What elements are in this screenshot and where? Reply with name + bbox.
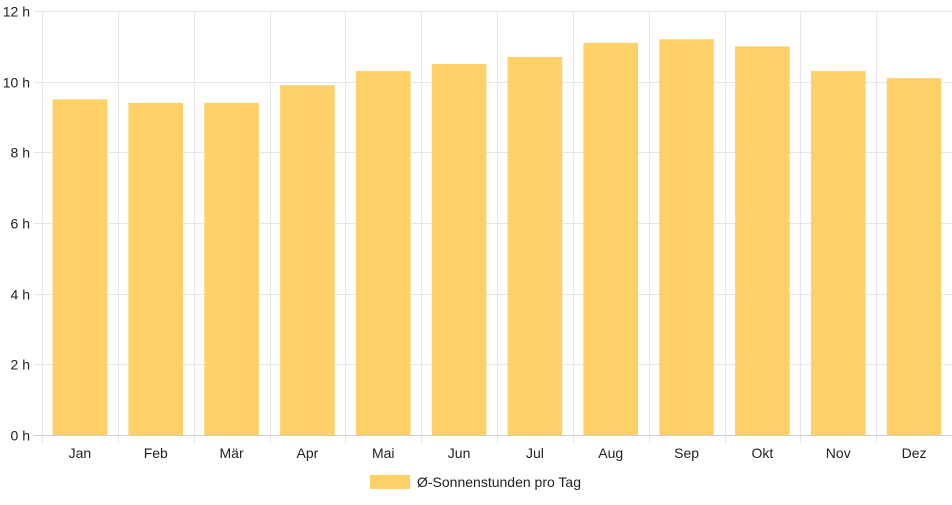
x-tick-label: Jul: [526, 445, 544, 461]
bar-apr[interactable]: [280, 85, 335, 435]
legend: Ø-Sonnenstunden pro Tag: [370, 474, 581, 490]
bar-jun[interactable]: [431, 64, 487, 435]
bar-dez[interactable]: [886, 78, 942, 435]
grid-lines: [34, 11, 952, 443]
legend-swatch: [370, 475, 410, 489]
x-tick-label: Mai: [372, 445, 395, 461]
bar-okt[interactable]: [735, 46, 790, 435]
y-tick-label: 0 h: [11, 428, 30, 444]
x-tick-label: Dez: [902, 445, 927, 461]
x-tick-label: Okt: [752, 445, 774, 461]
y-tick-label: 2 h: [11, 357, 30, 373]
x-tick-label: Aug: [598, 445, 623, 461]
y-tick-label: 12 h: [3, 4, 30, 20]
y-tick-label: 10 h: [3, 75, 30, 91]
legend-label: Ø-Sonnenstunden pro Tag: [417, 474, 581, 490]
y-tick-label: 4 h: [11, 287, 30, 303]
x-tick-label: Apr: [297, 445, 319, 461]
bar-aug[interactable]: [583, 42, 639, 436]
x-tick-label: Sep: [674, 445, 699, 461]
bars: [52, 39, 942, 436]
bar-sep[interactable]: [659, 39, 714, 436]
bar-jul[interactable]: [507, 56, 563, 435]
x-tick-label: Mär: [220, 445, 244, 461]
bar-nov[interactable]: [810, 71, 866, 436]
y-tick-label: 6 h: [11, 216, 30, 232]
x-tick-label: Nov: [826, 445, 851, 461]
bar-jan[interactable]: [52, 99, 108, 435]
x-tick-label: Jan: [69, 445, 92, 461]
bar-mär[interactable]: [204, 102, 259, 435]
y-tick-label: 8 h: [11, 145, 30, 161]
axes: 0 h 2 h 4 h 6 h 8 h 10 h 12 h Jan Feb Mär Apr Mai Ju…: [3, 4, 952, 461]
x-tick-label: Jun: [448, 445, 471, 461]
bar-feb[interactable]: [128, 102, 184, 435]
bar-mai[interactable]: [355, 71, 411, 436]
x-tick-label: Feb: [144, 445, 168, 461]
